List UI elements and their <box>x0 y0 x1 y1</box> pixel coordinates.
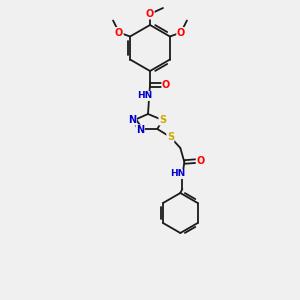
Text: O: O <box>115 28 123 38</box>
Text: N: N <box>128 115 136 125</box>
Text: O: O <box>162 80 170 90</box>
Text: O: O <box>196 156 205 166</box>
Text: S: S <box>167 132 174 142</box>
Text: O: O <box>177 28 185 38</box>
Text: S: S <box>159 115 166 125</box>
Text: O: O <box>146 9 154 19</box>
Text: HN: HN <box>170 169 185 178</box>
Text: N: N <box>136 125 144 135</box>
Text: HN: HN <box>137 92 153 100</box>
